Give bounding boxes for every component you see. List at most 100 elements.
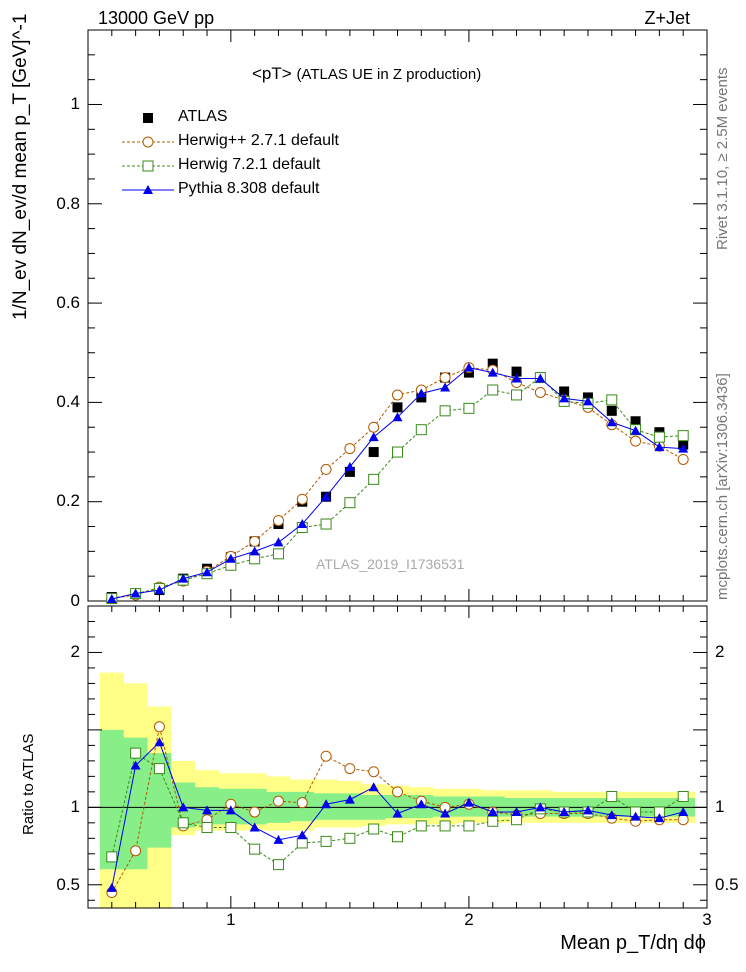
x-axis-label: Mean p_T/dη dϕ xyxy=(560,932,706,954)
header-left: 13000 GeV pp xyxy=(98,8,215,28)
herwig7-ratio-point xyxy=(677,790,689,802)
y-tick-label-main: 0.6 xyxy=(56,292,80,312)
y-tick-label-ratio-right: 1 xyxy=(715,797,725,817)
herwigpp-ratio-point xyxy=(392,786,403,798)
atlas-main-point xyxy=(559,386,570,397)
herwig7-ratio-point xyxy=(296,837,308,849)
pythia-main-series xyxy=(106,362,689,604)
herwig7-ratio-point xyxy=(606,790,618,802)
pythia-ratio-point xyxy=(178,802,189,812)
y-axis-label-ratio: Ratio to ATLAS xyxy=(20,733,37,835)
pythia-ratio-point xyxy=(273,834,284,844)
plot-title-suffix: (ATLAS UE in Z production) xyxy=(296,66,482,83)
pythia-main-point xyxy=(535,373,546,383)
y-tick-label-ratio-right: 0.5 xyxy=(715,874,739,894)
pythia-ratio-point xyxy=(130,760,141,770)
herwig7-ratio-point xyxy=(439,820,451,832)
pythia-main-point xyxy=(582,396,593,406)
herwig7-ratio-point xyxy=(368,823,380,835)
herwigpp-ratio-point xyxy=(130,845,142,857)
atlas-main-point xyxy=(606,405,617,416)
herwigpp-main-point xyxy=(249,535,261,547)
atlas-main-point xyxy=(511,366,522,377)
y-tick-label-main: 0.4 xyxy=(56,392,80,412)
herwigpp-main-point xyxy=(439,372,451,384)
y-tick-label-main: 1 xyxy=(70,94,80,114)
pythia-ratio-point xyxy=(416,799,427,809)
legend-label-pythia: Pythia 8.308 default xyxy=(178,180,320,197)
legend-marker-herwigpp xyxy=(142,136,154,148)
pythia-main-point xyxy=(106,594,117,604)
y-tick-label-ratio-left: 0.5 xyxy=(56,874,80,894)
pythia-ratio-point xyxy=(582,805,593,815)
herwig7-ratio-point xyxy=(344,832,356,844)
pythia-ratio-series xyxy=(106,737,689,892)
legend-marker-pythia xyxy=(143,185,153,194)
herwigpp-main-point xyxy=(296,493,308,505)
x-tick-label: 2 xyxy=(464,909,474,929)
legend-marker-herwig7 xyxy=(142,160,154,172)
ratio-band-green xyxy=(99,729,696,870)
axis-ticks xyxy=(87,29,708,908)
herwig7-ratio-point xyxy=(415,820,427,832)
herwig7-ratio-point xyxy=(463,820,475,832)
pythia-ratio-point xyxy=(440,808,451,818)
pythia-main-point xyxy=(368,432,379,442)
pythia-ratio-point xyxy=(297,830,308,840)
herwig7-ratio-point xyxy=(272,859,284,871)
y-tick-label-main: 0.8 xyxy=(56,193,80,213)
pythia-ratio-point xyxy=(344,794,355,804)
pythia-main-point xyxy=(249,546,260,556)
herwigpp-main-point xyxy=(630,435,642,447)
herwigpp-main-point xyxy=(344,443,356,455)
herwigpp-ratio-point xyxy=(272,795,284,807)
herwig7-main-point xyxy=(606,394,618,406)
herwig7-ratio-point xyxy=(225,821,237,833)
herwig7-ratio-point xyxy=(106,851,118,863)
pythia-main-point xyxy=(678,443,689,453)
pythia-main-point xyxy=(511,373,522,383)
side-label-bottom: mcplots.cern.ch [arXiv:1306.3436] xyxy=(714,373,731,600)
pythia-main-point xyxy=(225,553,236,563)
herwig7-ratio-point xyxy=(153,763,165,775)
pythia-ratio-point xyxy=(225,805,236,815)
pythia-ratio-point xyxy=(463,797,474,807)
herwig7-main-point xyxy=(415,424,427,436)
header-right: Z+Jet xyxy=(644,8,690,28)
pythia-ratio-point xyxy=(487,806,498,816)
y-tick-label-ratio-left: 1 xyxy=(70,797,80,817)
pythia-ratio-point xyxy=(535,802,546,812)
herwig7-ratio-point xyxy=(201,821,213,833)
herwig7-ratio-point xyxy=(177,817,189,829)
side-label-top: Rivet 3.1.10, ≥ 2.5M events xyxy=(714,67,731,251)
herwig7-ratio-point xyxy=(320,835,332,847)
pythia-ratio-point xyxy=(559,806,570,816)
herwig7-ratio-point xyxy=(130,747,142,759)
herwigpp-main-point xyxy=(677,453,689,465)
atlas-main-point xyxy=(487,358,498,369)
x-tick-label: 1 xyxy=(226,909,236,929)
pythia-main-point xyxy=(344,461,355,471)
atlas-main-point xyxy=(630,416,641,427)
pythia-main-point xyxy=(154,585,165,595)
pythia-main-point xyxy=(559,393,570,403)
pythia-ratio-point xyxy=(106,882,117,892)
pythia-ratio-point xyxy=(654,813,665,823)
y-tick-label-ratio-right: 2 xyxy=(715,642,725,662)
pythia-main-point xyxy=(487,367,498,377)
herwigpp-main-point xyxy=(320,463,332,475)
pythia-main-point xyxy=(297,519,308,529)
data-series xyxy=(106,358,689,899)
pythia-ratio-point xyxy=(368,782,379,792)
herwig7-ratio-point xyxy=(249,843,261,855)
pythia-ratio-point xyxy=(249,822,260,832)
atlas-main-point xyxy=(368,447,379,458)
herwig7-main-point xyxy=(511,389,523,401)
pythia-main-point xyxy=(392,412,403,422)
y-tick-label-main: 0 xyxy=(70,590,80,610)
pythia-ratio-point xyxy=(511,806,522,816)
plot-title-main: <pT> xyxy=(252,64,292,83)
legend-marker-atlas xyxy=(143,113,153,123)
herwig7-main-point xyxy=(653,431,665,443)
herwig7-ratio-point xyxy=(487,815,499,827)
